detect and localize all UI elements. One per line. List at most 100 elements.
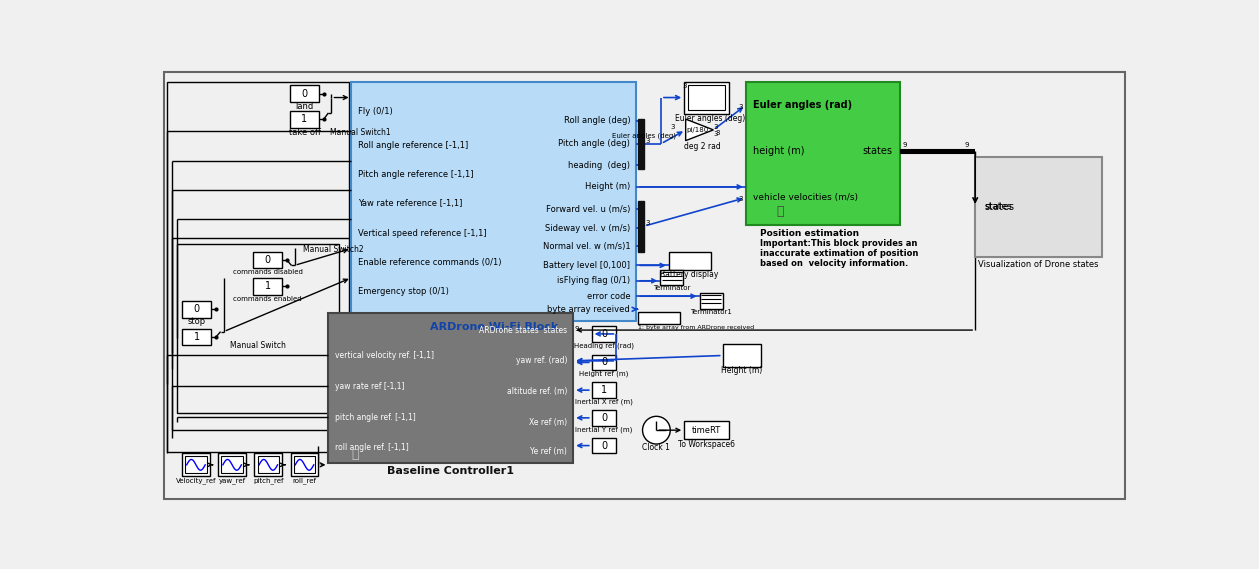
Text: Sideway vel. v (m/s): Sideway vel. v (m/s) — [545, 224, 631, 233]
Bar — [258, 456, 279, 473]
Text: heading  (deg): heading (deg) — [568, 161, 631, 170]
Text: Height (m): Height (m) — [721, 366, 763, 374]
Text: states: states — [985, 202, 1015, 212]
Text: 1: 1 — [194, 332, 200, 342]
Text: 3: 3 — [738, 196, 743, 202]
Text: Clock 1: Clock 1 — [642, 443, 670, 452]
Bar — [166, 82, 349, 452]
Bar — [723, 344, 762, 367]
Text: Velocity_ref: Velocity_ref — [176, 477, 217, 484]
Text: 9: 9 — [964, 142, 969, 149]
Text: Manual Switch: Manual Switch — [230, 341, 286, 350]
Text: 0: 0 — [264, 255, 271, 265]
Text: 0: 0 — [194, 304, 200, 314]
Bar — [638, 119, 645, 169]
Text: altitude ref. (m): altitude ref. (m) — [506, 387, 567, 396]
Bar — [178, 244, 339, 413]
Bar — [185, 456, 206, 473]
Text: 3: 3 — [682, 83, 687, 89]
Text: Terminator1: Terminator1 — [690, 308, 731, 315]
Bar — [183, 453, 210, 476]
Text: byte array received: byte array received — [548, 305, 631, 314]
Text: 3: 3 — [646, 220, 650, 226]
Bar — [253, 278, 282, 295]
Bar — [183, 328, 212, 345]
Text: Vertical speed reference [-1,1]: Vertical speed reference [-1,1] — [358, 229, 486, 238]
Text: Roll angle (deg): Roll angle (deg) — [564, 116, 631, 125]
Text: 1: 1 — [601, 385, 607, 395]
Text: ⛓: ⛓ — [777, 205, 784, 218]
Text: Emergency stop (0/1): Emergency stop (0/1) — [358, 287, 448, 296]
Text: Baseline Controller1: Baseline Controller1 — [388, 466, 515, 476]
Text: To Workspace6: To Workspace6 — [677, 439, 735, 448]
Text: 3: 3 — [670, 124, 675, 130]
Text: Inertial X ref (m): Inertial X ref (m) — [575, 398, 633, 405]
Text: error code: error code — [587, 292, 631, 300]
Text: Position estimation: Position estimation — [759, 229, 859, 238]
Text: Normal vel. w (m/s)1: Normal vel. w (m/s)1 — [543, 242, 631, 251]
Text: Forward vel. u (m/s): Forward vel. u (m/s) — [546, 205, 631, 214]
Text: Heading ref (rad): Heading ref (rad) — [574, 342, 635, 349]
Bar — [290, 110, 319, 127]
Text: vertical velocity ref. [-1,1]: vertical velocity ref. [-1,1] — [335, 351, 433, 360]
Text: states: states — [985, 203, 1012, 211]
Bar — [592, 354, 617, 370]
Bar — [592, 326, 617, 341]
Text: yaw rate ref [-1,1]: yaw rate ref [-1,1] — [335, 382, 404, 391]
Text: isFlying flag (0/1): isFlying flag (0/1) — [556, 277, 631, 285]
Text: roll angle ref. [-1,1]: roll angle ref. [-1,1] — [335, 443, 408, 452]
Bar — [592, 438, 617, 453]
Text: 9: 9 — [575, 325, 579, 332]
Text: based on  velocity information.: based on velocity information. — [759, 259, 908, 269]
Text: 0: 0 — [601, 329, 607, 339]
Text: 0: 0 — [601, 440, 607, 451]
Text: 1: byte array from ARDrone received: 1: byte array from ARDrone received — [638, 324, 754, 329]
Text: take off: take off — [288, 129, 321, 138]
Bar — [638, 201, 645, 251]
Text: ARDrone states  states: ARDrone states states — [478, 325, 567, 335]
Text: 1: 1 — [301, 114, 307, 124]
Text: 3: 3 — [715, 130, 719, 136]
Text: roll_ref: roll_ref — [292, 477, 316, 484]
Text: Euler angles (deg): Euler angles (deg) — [675, 114, 745, 123]
Text: inaccurate extimation of position: inaccurate extimation of position — [759, 249, 918, 258]
Bar — [684, 421, 729, 439]
Text: Yaw rate reference [-1,1]: Yaw rate reference [-1,1] — [358, 199, 462, 208]
Text: commands enabled: commands enabled — [233, 295, 302, 302]
Bar — [684, 82, 729, 114]
Text: Manual Switch2: Manual Switch2 — [303, 245, 364, 254]
Text: Euler angles (rad): Euler angles (rad) — [753, 100, 852, 110]
Bar — [592, 410, 617, 426]
Text: 0: 0 — [601, 413, 607, 423]
Bar — [291, 453, 319, 476]
Text: land: land — [296, 102, 313, 112]
Text: Xe ref (m): Xe ref (m) — [529, 418, 567, 427]
Text: Height (m): Height (m) — [585, 182, 631, 191]
Text: vehicle velocities (m/s): vehicle velocities (m/s) — [753, 193, 859, 202]
Bar — [592, 382, 617, 398]
Text: pi/180: pi/180 — [687, 127, 709, 133]
Text: stop: stop — [188, 317, 205, 326]
Text: Visualization of Drone states: Visualization of Drone states — [978, 260, 1099, 269]
Text: Height ref (m): Height ref (m) — [579, 371, 628, 377]
Text: ⛓: ⛓ — [351, 448, 359, 460]
Text: Manual Switch1: Manual Switch1 — [330, 129, 390, 138]
Text: 3: 3 — [738, 104, 743, 110]
Text: Ye ref (m): Ye ref (m) — [530, 447, 567, 456]
Text: commands disabled: commands disabled — [233, 269, 302, 275]
Text: 3: 3 — [646, 138, 650, 143]
Text: 0: 0 — [601, 357, 607, 368]
Text: Pitch angle (deg): Pitch angle (deg) — [558, 139, 631, 149]
Text: Battery level [0,100]: Battery level [0,100] — [543, 261, 631, 270]
Text: 3: 3 — [714, 124, 718, 130]
Polygon shape — [686, 119, 714, 141]
Text: yaw ref. (rad): yaw ref. (rad) — [516, 356, 567, 365]
Text: 0: 0 — [301, 89, 307, 98]
Circle shape — [642, 417, 670, 444]
Bar — [254, 453, 282, 476]
Text: ARDrone Wi-Fi Block: ARDrone Wi-Fi Block — [429, 322, 558, 332]
Bar — [660, 270, 684, 286]
Bar — [687, 85, 725, 110]
Bar — [351, 82, 636, 321]
Bar — [745, 82, 900, 225]
